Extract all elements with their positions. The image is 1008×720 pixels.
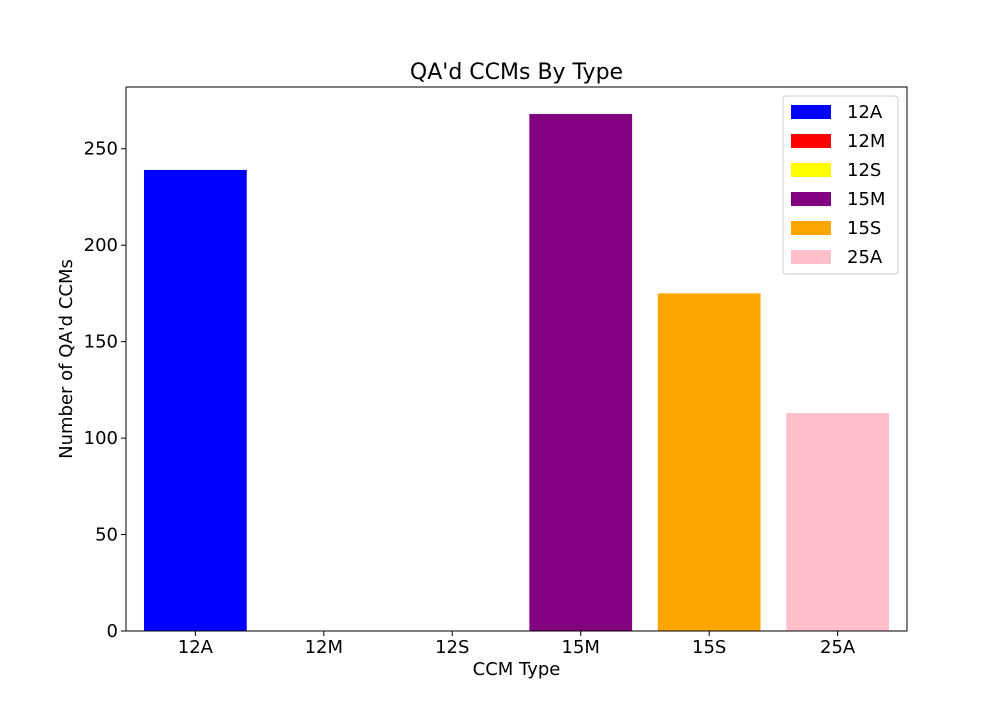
legend-label: 12A [847, 102, 883, 123]
legend-swatch-15m [791, 192, 831, 206]
legend-label: 15S [847, 218, 881, 239]
legend-label: 25A [847, 247, 883, 268]
y-tick-label: 200 [84, 235, 118, 256]
x-tick-label: 15S [692, 637, 726, 658]
x-axis-label: CCM Type [473, 659, 561, 680]
legend-swatch-15s [791, 221, 831, 235]
x-tick-label: 12A [178, 637, 214, 658]
legend-swatch-12s [791, 163, 831, 177]
y-tick-label: 150 [84, 332, 118, 353]
legend-swatch-12m [791, 134, 831, 148]
y-tick-label: 250 [84, 139, 118, 160]
legend-swatch-12a [791, 105, 831, 119]
plot-area-frame [125, 86, 908, 632]
legend-label: 12S [847, 160, 881, 181]
y-tick-label: 0 [107, 621, 118, 642]
y-axis-label: Number of QA'd CCMs [56, 259, 77, 459]
x-tick-label: 12M [305, 637, 343, 658]
y-tick-label: 50 [95, 525, 118, 546]
x-tick-label: 25A [820, 637, 856, 658]
legend-label: 12M [847, 131, 885, 152]
legend-swatch-25a [791, 250, 831, 264]
x-axis: 12A 12M 12S 15M 15S 25A [178, 631, 856, 658]
bar-25a [786, 413, 890, 631]
x-tick-label: 12S [435, 637, 469, 658]
bar-15s [657, 293, 761, 631]
bar-15m [529, 114, 633, 631]
chart-title: QA'd CCMs By Type [410, 60, 623, 85]
legend: 12A 12M 12S 15M 15S 25A [782, 95, 899, 275]
bars-group [143, 114, 890, 631]
y-tick-label: 100 [84, 428, 118, 449]
bar-12a [143, 169, 247, 631]
x-tick-label: 15M [562, 637, 600, 658]
y-axis: 0 50 100 150 200 250 [84, 139, 126, 642]
legend-label: 15M [847, 189, 885, 210]
